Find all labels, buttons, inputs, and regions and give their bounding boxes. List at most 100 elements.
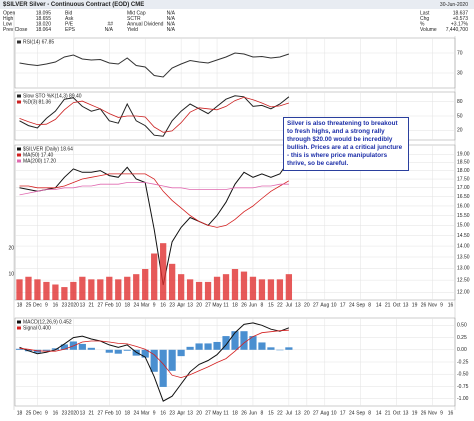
legend-label: %D(3) 81.36 bbox=[23, 99, 51, 105]
volume-bar bbox=[124, 276, 131, 300]
y-tick-label: 20 bbox=[457, 128, 463, 134]
x-tick-label: Jun bbox=[249, 410, 257, 416]
x-tick-label: Nov bbox=[428, 302, 437, 308]
x-tick-label: 2020 bbox=[68, 302, 79, 308]
x-tick-label: Jun bbox=[249, 302, 257, 308]
series-line bbox=[19, 52, 290, 78]
legend-swatch bbox=[17, 147, 21, 151]
x-tick-label: Dec bbox=[33, 410, 42, 416]
y-tick-label: 15.50 bbox=[457, 213, 470, 219]
field-value: N/A bbox=[105, 27, 114, 33]
x-tick-label: 9 bbox=[153, 410, 156, 416]
volume-bar bbox=[231, 269, 239, 300]
histogram-bar bbox=[78, 343, 86, 350]
x-tick-label: 27 bbox=[313, 410, 319, 416]
field-value: 18.655 bbox=[36, 16, 52, 22]
field-value: 18.095 bbox=[36, 10, 52, 16]
y-tick-label: 18.50 bbox=[457, 160, 470, 166]
x-tick-label: 18 bbox=[232, 410, 238, 416]
volume-bar bbox=[160, 243, 167, 300]
x-tick-label: 9 bbox=[440, 410, 443, 416]
quote-label: Chg bbox=[420, 16, 429, 22]
x-tick-label: 21 bbox=[89, 302, 95, 308]
volume-bar bbox=[258, 279, 266, 300]
x-tick-label: 17 bbox=[340, 302, 346, 308]
x-tick-label: 20 bbox=[304, 410, 310, 416]
x-tick-label: Mar bbox=[141, 410, 150, 416]
x-tick-label: Jul bbox=[286, 410, 292, 416]
quote-value: +3.17% bbox=[451, 21, 469, 27]
quote-label: Volume bbox=[420, 27, 437, 33]
panel-frame bbox=[14, 37, 456, 89]
quote-label: % bbox=[420, 21, 425, 27]
x-tick-label: 13 bbox=[295, 410, 301, 416]
volume-bar bbox=[70, 281, 77, 300]
y-tick-label: 0.25 bbox=[457, 335, 467, 341]
x-tick-label: Sep bbox=[356, 302, 365, 308]
x-tick-label: 21 bbox=[89, 410, 95, 416]
field-value: ## bbox=[107, 21, 113, 27]
x-tick-label: 15 bbox=[268, 302, 274, 308]
x-tick-label: Aug bbox=[320, 410, 329, 416]
volume-bar bbox=[222, 274, 230, 300]
legend-label: RSI(14) 67.85 bbox=[23, 39, 54, 45]
x-tick-label: 24 bbox=[349, 302, 355, 308]
chart-title: $SILVER Silver - Continuous Contract (EO… bbox=[3, 2, 144, 8]
y-tick-label: 10 bbox=[8, 271, 14, 277]
x-tick-label: 11 bbox=[223, 410, 228, 416]
y-tick-label: -0.25 bbox=[457, 359, 469, 365]
y-tick-label: 14.50 bbox=[457, 233, 470, 239]
x-tick-label: 26 bbox=[421, 410, 427, 416]
x-tick-label: 27 bbox=[98, 302, 104, 308]
field-value: N/A bbox=[167, 27, 176, 33]
volume-bar bbox=[213, 276, 221, 300]
x-tick-label: 8 bbox=[368, 302, 371, 308]
volume-bar bbox=[43, 281, 50, 300]
histogram-bar bbox=[267, 347, 275, 350]
volume-bar bbox=[88, 279, 95, 300]
legend-swatch bbox=[17, 100, 21, 104]
field-value: N/A bbox=[167, 10, 176, 16]
x-tick-label: 26 bbox=[241, 410, 247, 416]
volume-bar bbox=[106, 276, 113, 300]
volume-bar bbox=[34, 279, 41, 300]
legend-swatch bbox=[17, 94, 21, 98]
x-tick-label: Mar bbox=[141, 302, 150, 308]
volume-bar bbox=[186, 279, 194, 300]
field-label: Ask bbox=[65, 16, 74, 22]
field-label: Annual Dividend bbox=[127, 21, 164, 27]
histogram-bar bbox=[42, 349, 51, 351]
y-tick-label: -0.75 bbox=[457, 384, 469, 390]
y-tick-label: 30 bbox=[457, 70, 463, 76]
x-tick-label: Apr bbox=[177, 410, 185, 416]
volume-bar bbox=[52, 284, 59, 300]
volume-bar bbox=[79, 276, 86, 300]
volume-bar bbox=[61, 287, 68, 300]
histogram-bar bbox=[177, 349, 185, 357]
y-tick-label: 13.50 bbox=[457, 254, 470, 260]
legend-label: MA(200) 17.20 bbox=[23, 158, 56, 164]
volume-bar bbox=[16, 279, 23, 300]
series-line bbox=[19, 173, 290, 228]
x-tick-label: 26 bbox=[421, 302, 427, 308]
x-tick-label: Nov bbox=[428, 410, 437, 416]
y-tick-label: 16.50 bbox=[457, 194, 470, 200]
x-tick-label: 13 bbox=[80, 302, 86, 308]
histogram-bar bbox=[222, 336, 230, 350]
histogram-bar bbox=[186, 346, 194, 350]
histogram-bar bbox=[231, 331, 239, 350]
x-tick-label: 8 bbox=[368, 410, 371, 416]
quote-label: Last bbox=[420, 10, 430, 16]
volume-bar bbox=[133, 274, 140, 300]
x-tick-label: Sep bbox=[356, 410, 365, 416]
y-tick-label: 50 bbox=[457, 113, 463, 119]
x-tick-label: Oct bbox=[393, 410, 401, 416]
x-tick-label: 18 bbox=[17, 302, 23, 308]
field-label: P/E bbox=[65, 21, 74, 27]
x-tick-label: 8 bbox=[261, 302, 264, 308]
x-tick-label: 25 bbox=[26, 410, 32, 416]
x-tick-label: Aug bbox=[320, 302, 329, 308]
histogram-bar bbox=[249, 336, 257, 350]
histogram-bar bbox=[150, 349, 158, 372]
